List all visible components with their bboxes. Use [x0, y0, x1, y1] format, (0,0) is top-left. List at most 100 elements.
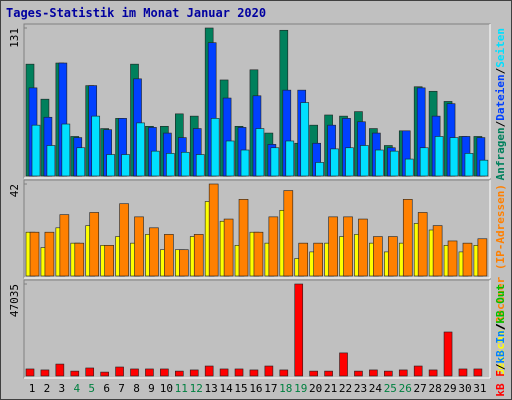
bar [264, 365, 274, 377]
bar [443, 331, 453, 377]
x-tick-label: 10 [160, 382, 173, 395]
legend-separator: / [494, 67, 507, 74]
bar [417, 212, 428, 277]
bar [398, 369, 408, 377]
bar [40, 369, 50, 377]
bar [134, 216, 144, 277]
bar [330, 148, 339, 177]
bar [121, 154, 130, 177]
bar [44, 231, 55, 277]
x-tick-label: 27 [414, 382, 427, 395]
bar [149, 227, 159, 277]
bar [413, 365, 423, 377]
x-tick-label: 23 [354, 382, 367, 395]
bar [189, 369, 199, 377]
bar [85, 367, 95, 377]
bar [343, 216, 353, 277]
legend-entry: Besuche [494, 329, 507, 376]
bar [388, 236, 398, 277]
bar [402, 199, 413, 277]
bar [46, 145, 56, 177]
bar [279, 369, 289, 377]
bar [384, 370, 393, 377]
bar [283, 190, 294, 277]
bar [449, 137, 459, 177]
bar [70, 370, 80, 377]
bar [74, 242, 85, 277]
x-tick-label: 12 [190, 382, 203, 395]
bar [100, 371, 109, 377]
bar [136, 122, 145, 177]
bar [300, 102, 310, 177]
x-tick-label: 1 [29, 382, 36, 395]
bar [328, 216, 338, 277]
x-tick-label: 5 [88, 382, 95, 395]
x-tick-label: 15 [234, 382, 247, 395]
panel [23, 279, 491, 379]
bar [179, 249, 189, 277]
bar [193, 234, 204, 277]
bar [294, 283, 304, 377]
x-tick-label: 21 [324, 382, 337, 395]
bar [104, 245, 114, 277]
x-tick-label: 16 [249, 382, 262, 395]
bar [115, 366, 124, 377]
bar [324, 370, 333, 377]
bar [369, 369, 378, 377]
legend: kB F/kB In/kB Out [494, 284, 507, 397]
x-tick-label: 24 [369, 382, 383, 395]
bar [354, 370, 363, 377]
bar [458, 368, 468, 377]
x-tick-label: 13 [205, 382, 218, 395]
bar [375, 149, 384, 177]
bar [166, 153, 175, 177]
bar [255, 128, 265, 177]
bar [249, 369, 259, 377]
bar [25, 368, 35, 377]
bar [419, 147, 429, 177]
legend: Besuche/Rechner (IP-Adressen) [494, 184, 507, 376]
x-tick-label: 11 [175, 382, 188, 395]
bar [285, 140, 295, 177]
legend-entry: Anfragen [494, 127, 507, 180]
bar [91, 115, 101, 177]
bar [313, 242, 323, 277]
bar [432, 225, 443, 277]
bar [76, 147, 86, 177]
x-tick-label: 8 [133, 382, 140, 395]
x-tick-label: 22 [339, 382, 352, 395]
bar [219, 368, 229, 377]
legend-entry: kB F [494, 370, 507, 397]
x-tick-label: 20 [309, 382, 322, 395]
x-tick-label: 26 [399, 382, 412, 395]
bar [298, 242, 309, 277]
bar [106, 154, 115, 177]
bar [160, 368, 169, 377]
bar [130, 368, 139, 377]
x-tick-label: 17 [264, 382, 277, 395]
bar [119, 203, 129, 277]
legend-separator: / [494, 120, 507, 127]
bar [373, 236, 383, 277]
x-tick-label: 31 [473, 382, 486, 395]
x-tick-label: 28 [428, 382, 441, 395]
x-tick-label: 7 [118, 382, 125, 395]
y-tick-label: 131 [8, 28, 21, 48]
bar [270, 147, 280, 177]
bar [477, 238, 488, 277]
bar [315, 162, 324, 177]
x-tick-label: 3 [59, 382, 66, 395]
bar [208, 183, 219, 277]
bar [447, 240, 458, 277]
bar [55, 363, 65, 377]
x-tick-label: 19 [294, 382, 307, 395]
bar [479, 159, 489, 177]
bar [234, 368, 244, 377]
y-tick-label: 47035 [8, 284, 21, 317]
bar [462, 242, 473, 277]
bar [175, 370, 184, 377]
legend-entry: Dateien [494, 74, 507, 120]
bar [210, 118, 220, 177]
bar [268, 216, 279, 277]
